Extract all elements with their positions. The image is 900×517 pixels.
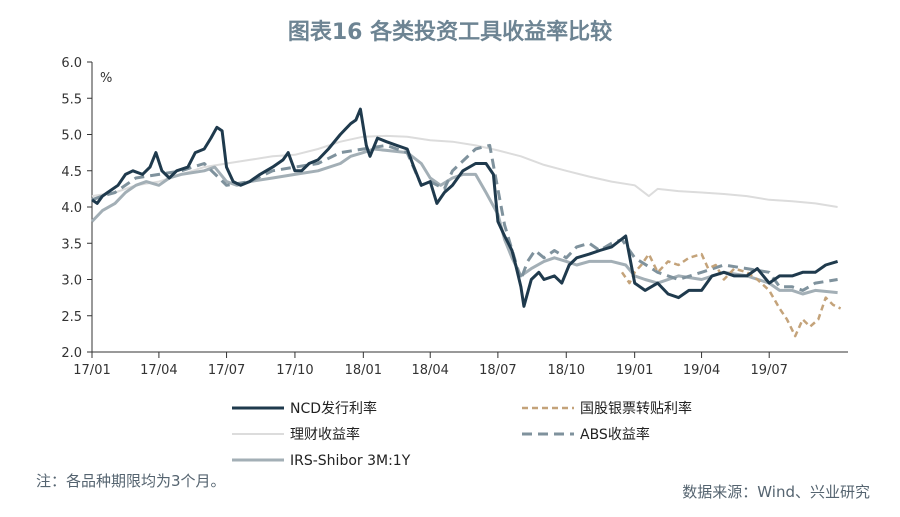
chart-note: 注：各品种期限均为3个月。 — [36, 472, 226, 490]
y-tick-label: 2.5 — [61, 310, 82, 325]
x-tick-label: 18/04 — [411, 363, 448, 378]
y-tick-label: 6.0 — [61, 56, 82, 71]
x-tick-label: 18/07 — [479, 363, 516, 378]
series-line-4 — [90, 147, 838, 296]
y-unit-label: % — [100, 71, 112, 86]
x-tick-label: 19/04 — [683, 363, 720, 378]
x-tick-label: 17/04 — [140, 363, 177, 378]
x-tick-label: 17/01 — [73, 363, 110, 378]
x-tick-label: 18/10 — [548, 363, 585, 378]
series-line-1 — [620, 252, 842, 338]
series-line-0 — [91, 107, 839, 308]
y-tick-label: 5.5 — [61, 92, 82, 107]
x-tick-label: 18/01 — [345, 363, 382, 378]
legend-label-0: NCD发行利率 — [290, 400, 377, 417]
y-tick-label: 4.0 — [61, 201, 82, 216]
x-tick-label: 17/07 — [208, 363, 245, 378]
legend-label-3: ABS收益率 — [580, 426, 650, 443]
series-line-2 — [91, 134, 838, 208]
chart-title: 图表16 各类投资工具收益率比较 — [287, 20, 613, 45]
legend-label-1: 国股银票转贴利率 — [580, 400, 692, 417]
data-source: 数据来源：Wind、兴业研究 — [682, 483, 870, 501]
legend-label-2: 理财收益率 — [290, 426, 360, 443]
x-tick-label: 17/10 — [276, 363, 313, 378]
y-tick-label: 2.0 — [61, 346, 82, 361]
y-tick-label: 4.5 — [61, 165, 82, 180]
x-tick-label: 19/01 — [616, 363, 653, 378]
x-tick-label: 19/07 — [750, 363, 787, 378]
y-tick-label: 3.0 — [61, 274, 82, 289]
legend-label-4: IRS-Shibor 3M:1Y — [290, 453, 411, 469]
y-tick-label: 5.0 — [61, 129, 82, 144]
y-tick-label: 3.5 — [61, 237, 82, 252]
